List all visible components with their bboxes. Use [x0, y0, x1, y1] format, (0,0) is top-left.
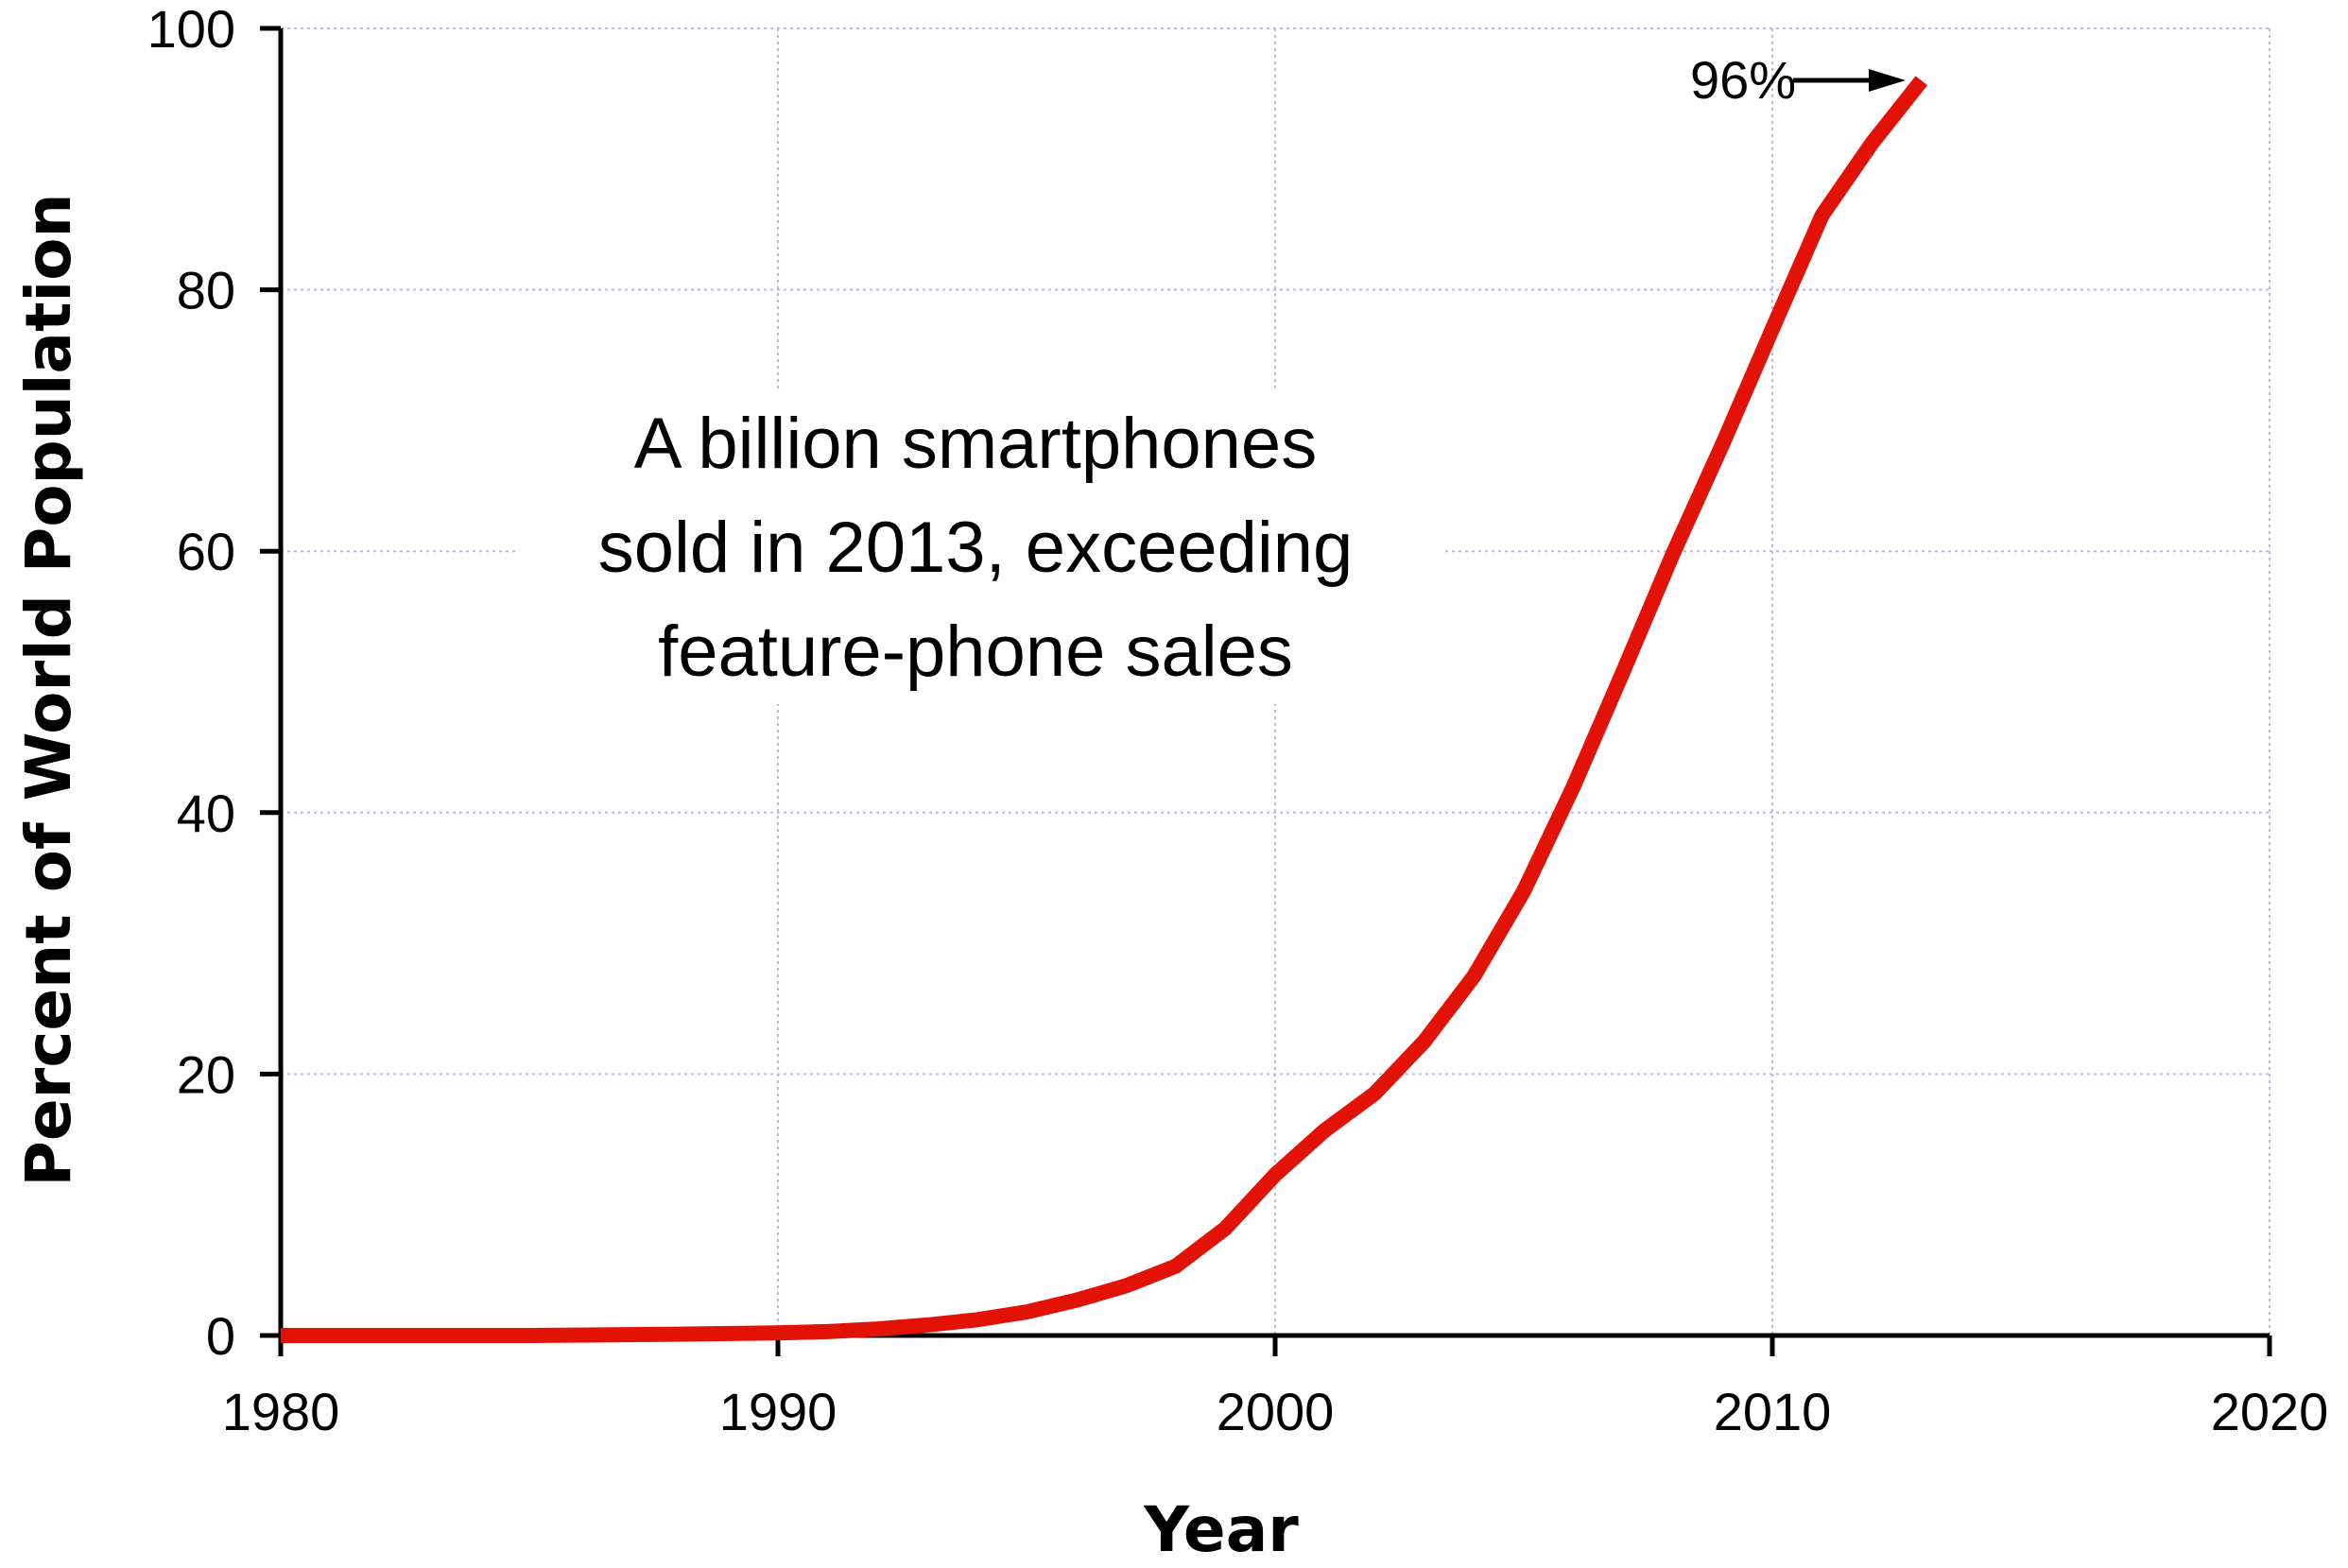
- data-point: [1871, 143, 1873, 145]
- series-points: [280, 79, 1923, 1336]
- y-tick-label: 80: [177, 261, 235, 320]
- data-point: [1324, 1129, 1326, 1131]
- annotation-note: A billion smartphones sold in 2013, exce…: [515, 392, 1442, 704]
- data-point: [876, 1328, 878, 1330]
- x-tick-label: 1990: [719, 1382, 837, 1441]
- annotation-line-3: feature-phone sales: [658, 612, 1293, 692]
- data-point: [1224, 1228, 1226, 1230]
- data-point: [1125, 1284, 1127, 1286]
- data-point: [1672, 553, 1674, 555]
- y-tick-label: 20: [177, 1044, 235, 1104]
- data-point: [1921, 79, 1923, 81]
- data-point: [1771, 328, 1773, 330]
- data-point: [1721, 443, 1723, 445]
- data-point: [827, 1331, 829, 1333]
- annotation-line-1: A billion smartphones: [634, 404, 1317, 484]
- series-line: [281, 76, 1928, 1343]
- y-axis-title: Percent of World Population: [12, 194, 85, 1187]
- data-point: [528, 1335, 530, 1336]
- data-point: [1523, 890, 1525, 892]
- data-point: [1622, 670, 1624, 672]
- y-tick-label: 0: [206, 1306, 235, 1366]
- tick-labels: 1980 1990 2000 2010 2020 0 20 40 60 80 100: [147, 0, 2329, 1441]
- data-point: [1573, 785, 1575, 787]
- x-tick-label: 2020: [2211, 1382, 2329, 1441]
- y-tick-label: 60: [177, 522, 235, 581]
- data-point: [777, 1332, 779, 1334]
- annotation-note-background: [515, 392, 1442, 704]
- x-tick-label: 2010: [1714, 1382, 1832, 1441]
- data-point: [1076, 1300, 1078, 1301]
- x-axis-title: Year: [1143, 1493, 1299, 1566]
- annotation-line-2: sold in 2013, exceeding: [598, 508, 1354, 588]
- data-point: [975, 1318, 977, 1320]
- x-tick-label: 1980: [222, 1382, 340, 1441]
- callout-96-percent: 96%: [1690, 50, 1906, 110]
- callout-arrow-head: [1869, 69, 1906, 92]
- data-point: [280, 1335, 282, 1336]
- x-tick-label: 2000: [1217, 1382, 1335, 1441]
- data-point: [1274, 1174, 1276, 1176]
- data-point: [1473, 975, 1475, 977]
- data-point: [678, 1334, 680, 1335]
- y-tick-label: 40: [177, 784, 235, 843]
- y-tick-label: 100: [147, 0, 235, 59]
- data-point: [926, 1324, 928, 1326]
- callout-label: 96%: [1690, 50, 1796, 110]
